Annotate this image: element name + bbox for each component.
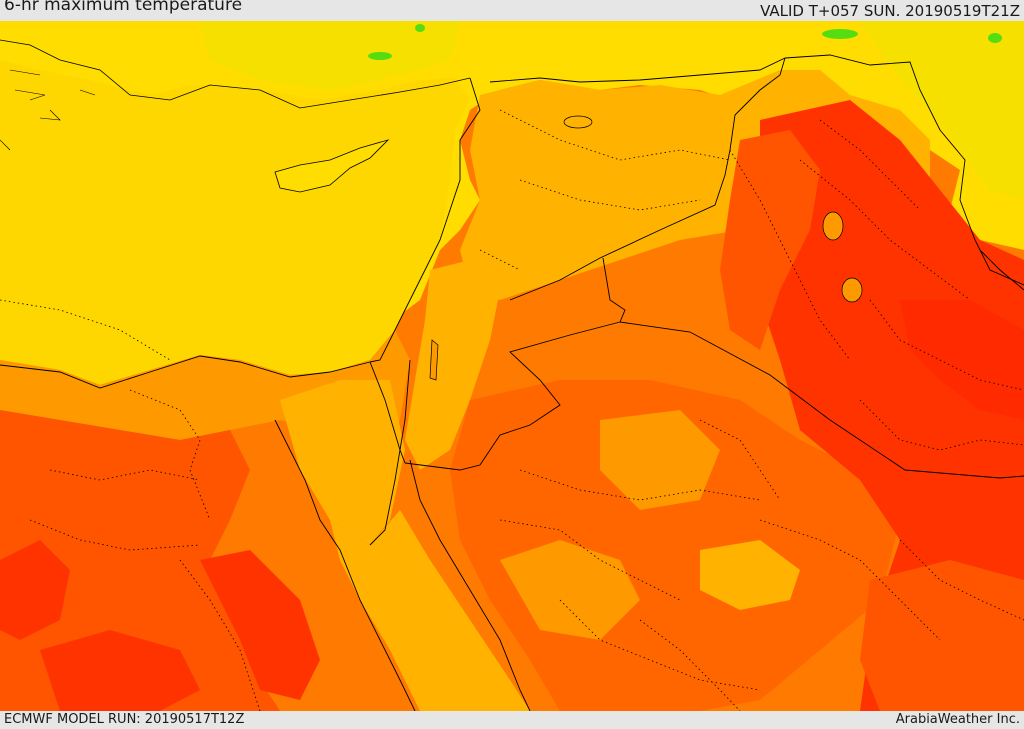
map-header: 6-hr maximum temperature VALID T+057 SUN… [0,0,1024,21]
aegean-islands [0,69,96,151]
deep-red-core [900,300,1024,420]
north-yellow-patch [200,21,460,90]
lake-razazza [841,277,863,303]
north-east-yellow-patch [860,21,1024,200]
map-title: 6-hr maximum temperature [4,0,243,15]
valid-time: VALID T+057 SUN. 20190519T21Z [760,2,1020,20]
jordan-iraq-border [602,257,626,323]
map-footer: ECMWF MODEL RUN: 20190517T12Z ArabiaWeat… [0,711,1024,729]
red-sea-corridor [330,510,530,711]
egypt-coastline [0,355,371,389]
gulf-of-suez-west [274,419,416,711]
lake-assad [563,115,593,129]
iraq-saudi-border [619,321,1024,479]
red-sea-east-coast [409,459,531,711]
cyprus-outline [274,139,390,193]
iraq-red-zone [740,100,1024,711]
syria-turkey-border [489,57,786,83]
gulf-coast [979,249,1024,291]
iraq-red-orange [720,130,820,350]
iraq-iran-border [784,54,1024,286]
sinai-east-coast [369,359,411,546]
sinai-light-orange [280,380,405,545]
dead-sea [429,339,439,381]
egypt-israel-border [369,361,406,464]
green-speck-1 [368,52,392,60]
arabia-light-pocket-1 [700,540,800,610]
levant-coastline [369,77,481,363]
lake-tharthar [822,211,844,241]
green-speck-4 [415,24,425,32]
turkey-coast [0,39,471,109]
model-run: ECMWF MODEL RUN: 20190517T12Z [4,712,245,727]
egypt-red-pocket-2 [40,630,200,711]
credit: ArabiaWeather Inc. [895,712,1020,727]
jordan-saudi-border [404,321,621,471]
temperature-map-svg [0,21,1024,711]
levant-coast-band [405,260,500,470]
egypt-orange-band [0,330,410,460]
internal-boundaries [0,109,1024,711]
egypt-red-pocket-3 [200,550,320,700]
arabia-light-pocket-2 [600,410,720,510]
green-speck-2 [822,29,858,39]
green-speck-3 [988,33,1002,43]
arabia-light-pocket-3 [500,540,640,640]
egypt-red-pocket-1 [0,540,70,640]
mediterranean-sea [0,60,470,385]
western-egypt-hot [0,410,280,711]
syria-iraq-border [509,57,786,301]
temperature-map [0,21,1024,711]
southeast-red-orange [860,560,1024,711]
